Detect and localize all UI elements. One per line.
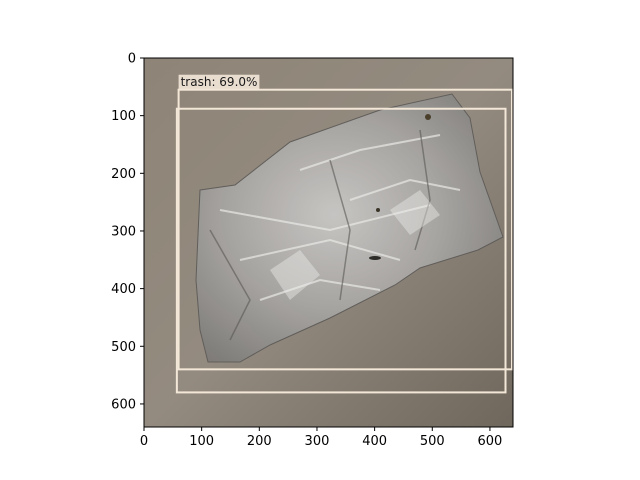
x-tick-label: 100	[189, 434, 214, 449]
detections: trash: 69.0%	[175, 74, 513, 394]
x-tick-label: 400	[362, 434, 387, 449]
x-tick-label: 0	[140, 434, 148, 449]
y-tick-label: 500	[111, 340, 136, 355]
y-tick-label: 600	[111, 397, 136, 412]
y-axis: 0 100 200 300 400 500 600	[111, 52, 144, 412]
plastic-bag	[195, 93, 504, 363]
x-tick-label: 500	[420, 434, 445, 449]
y-tick-label: 200	[111, 167, 136, 182]
y-tick-label: 0	[128, 52, 136, 67]
axes-frame	[143, 57, 514, 428]
detection-label-bg	[178, 74, 260, 90]
y-tick-label: 100	[111, 109, 136, 124]
x-axis: 0 100 200 300 400 500 600	[140, 427, 502, 449]
photo	[144, 58, 513, 427]
detection-box	[177, 88, 513, 371]
x-tick-label: 200	[247, 434, 272, 449]
y-tick-label: 400	[111, 282, 136, 297]
x-tick-label: 300	[305, 434, 330, 449]
detection-label: trash: 69.0%	[181, 75, 258, 89]
y-tick-label: 300	[111, 224, 136, 239]
x-tick-label: 600	[478, 434, 503, 449]
detection-box	[175, 107, 507, 394]
